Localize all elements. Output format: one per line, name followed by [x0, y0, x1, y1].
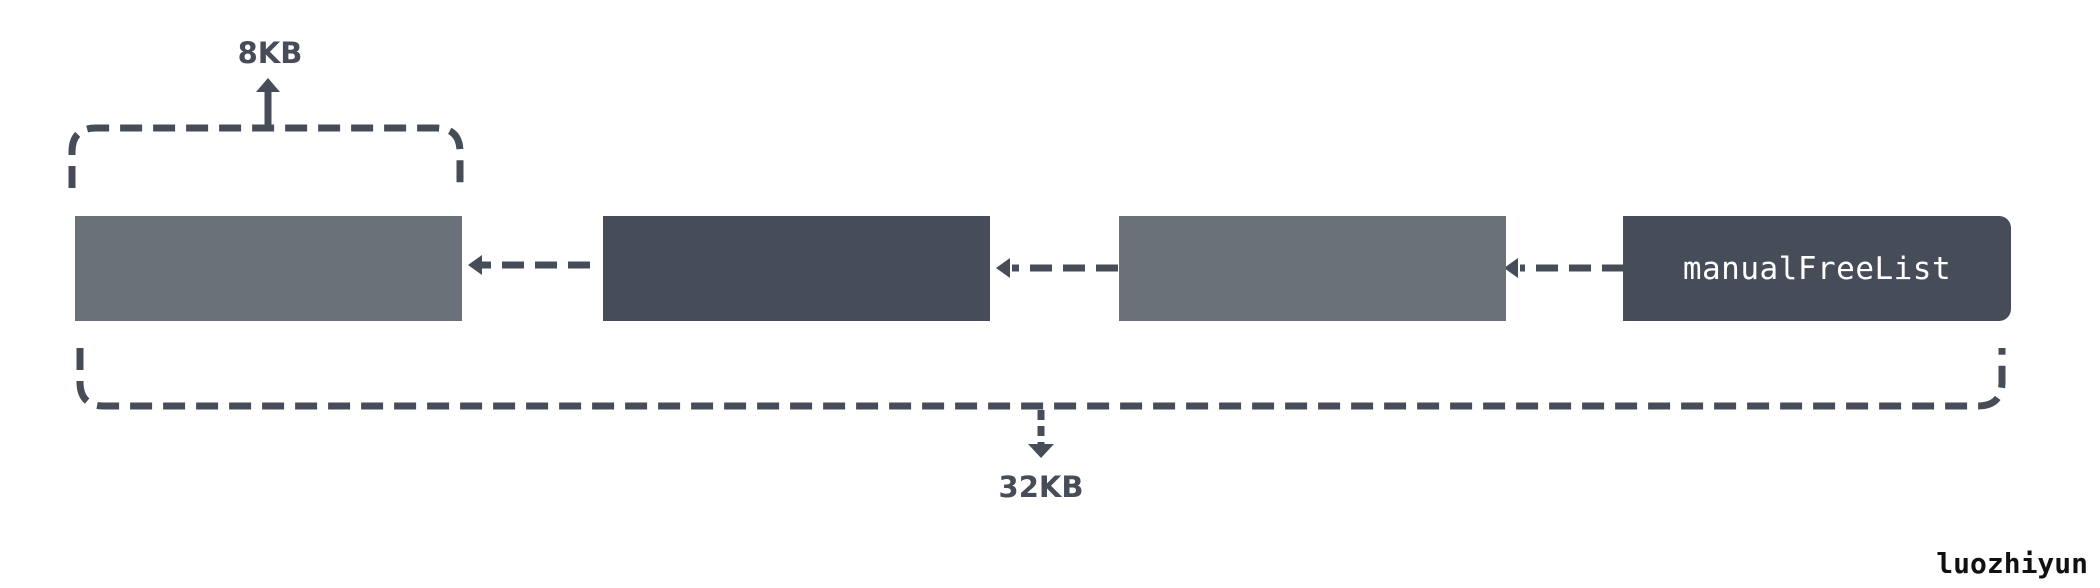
manual-free-list-head: manualFreeList [1623, 216, 2011, 321]
left-arrow-icon [996, 258, 1010, 278]
large-span-bracket [76, 348, 2006, 410]
large-span-label: 32KB [998, 470, 1084, 504]
free-list-block-1 [75, 216, 462, 321]
left-arrow-icon [468, 255, 482, 275]
left-arrow-icon [1504, 258, 1518, 278]
author-watermark: luozhiyun [1936, 547, 2088, 580]
free-list-block-3 [1119, 216, 1506, 321]
small-span-label: 8KB [237, 36, 303, 70]
down-arrow-icon [1028, 410, 1054, 458]
head-label: manualFreeList [1682, 250, 1952, 287]
free-list-block-2 [603, 216, 990, 321]
up-arrow-icon [256, 78, 280, 128]
small-span-bracket [68, 124, 464, 188]
